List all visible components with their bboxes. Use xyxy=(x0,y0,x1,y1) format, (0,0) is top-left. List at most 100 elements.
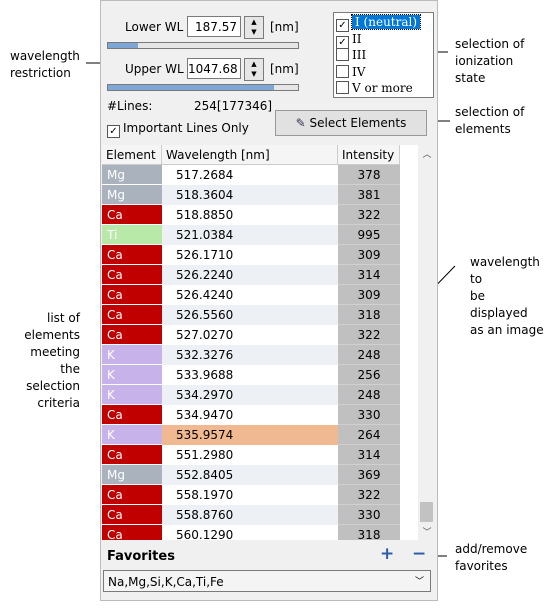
annotation-line: list of xyxy=(46,311,80,325)
add-favorite[interactable]: + xyxy=(380,544,395,564)
annotation-line: ionization state xyxy=(455,54,514,85)
lower-input[interactable]: 187.57 xyxy=(187,16,241,37)
wavelength-cell[interactable]: 560.1290 xyxy=(162,525,338,540)
lower-unit: [nm] xyxy=(270,20,299,34)
intensity-cell: 369 xyxy=(338,465,400,485)
annotation-line: selection of xyxy=(455,37,525,51)
annotation-line: restriction xyxy=(10,66,71,80)
element-cell: Ca xyxy=(102,265,162,285)
ionization-item[interactable]: ✓ II xyxy=(336,32,361,49)
upper-spinner[interactable]: ▲ ▼ xyxy=(244,58,264,81)
checkbox[interactable] xyxy=(336,64,349,78)
ionization-label: I (neutral) xyxy=(350,14,422,30)
ionization-item[interactable]: V or more xyxy=(336,81,413,96)
element-cell: Ca xyxy=(102,245,162,265)
intensity-cell: 318 xyxy=(338,305,400,325)
wavelength-cell[interactable]: 534.9470 xyxy=(162,405,338,425)
ionization-item[interactable]: ✓ I (neutral) xyxy=(336,14,422,32)
ionization-label: V or more xyxy=(352,81,413,95)
intensity-cell: 318 xyxy=(338,525,400,540)
checkbox[interactable]: ✓ xyxy=(336,35,349,49)
intensity-cell: 309 xyxy=(338,285,400,305)
wavelength-cell[interactable]: 527.0270 xyxy=(162,325,338,345)
intensity-cell: 322 xyxy=(338,485,400,505)
lines-value: 254[177346] xyxy=(194,99,273,113)
element-cell: Ca xyxy=(102,505,162,525)
annotation: list of elements meeting the selection crite… xyxy=(10,310,80,412)
annotation-line: favorites xyxy=(455,559,508,573)
important-checkbox[interactable]: ✓ Important Lines Only xyxy=(107,121,249,138)
ionization-list: ✓ I (neutral) ✓ II III IV V or more xyxy=(333,12,434,98)
wavelength-cell[interactable]: 518.8850 xyxy=(162,205,338,225)
ionization-label: III xyxy=(352,48,367,62)
lower-spinner[interactable]: ▲ ▼ xyxy=(244,16,264,39)
upper-label: Upper WL xyxy=(125,62,184,76)
intensity-cell: 264 xyxy=(338,425,400,445)
wavelength-cell[interactable]: 526.1710 xyxy=(162,245,338,265)
upper-slider[interactable] xyxy=(107,84,299,91)
wavelength-cell[interactable]: 517.2684 xyxy=(162,165,338,185)
intensity-cell: 322 xyxy=(338,205,400,225)
intensity-cell: 330 xyxy=(338,505,400,525)
lower-label: Lower WL xyxy=(125,20,184,34)
wavelength-cell[interactable]: 558.8760 xyxy=(162,505,338,525)
ionization-label: IV xyxy=(352,64,366,79)
intensity-cell: 378 xyxy=(338,165,400,185)
annotation-line: wavelength to xyxy=(470,255,540,286)
ionization-item[interactable]: III xyxy=(336,48,366,63)
wavelength-cell[interactable]: 533.9688 xyxy=(162,365,338,385)
select-elements-button[interactable]: ✎ Select Elements xyxy=(275,110,427,136)
checkbox[interactable]: ✓ xyxy=(336,19,349,32)
checkbox[interactable] xyxy=(336,48,349,61)
element-cell: K xyxy=(102,345,162,365)
checkbox[interactable] xyxy=(336,81,349,94)
annotation-line: as an image xyxy=(470,323,544,337)
wavelength-cell[interactable]: 535.9574 xyxy=(162,425,338,445)
intensity-cell: 322 xyxy=(338,325,400,345)
wavelength-cell[interactable]: 534.2970 xyxy=(162,385,338,405)
annotation: selection of elements xyxy=(455,104,530,138)
wavelength-cell[interactable]: 526.5560 xyxy=(162,305,338,325)
favorites-title: Favorites xyxy=(107,549,175,564)
wavelength-cell[interactable]: 552.8405 xyxy=(162,465,338,485)
button-label: Select Elements xyxy=(309,116,407,130)
element-cell: Ca xyxy=(102,405,162,425)
wavelength-cell[interactable]: 532.3276 xyxy=(162,345,338,365)
annotation-line: be displayed xyxy=(470,289,528,320)
wavelength-cell[interactable]: 521.0384 xyxy=(162,225,338,245)
wavelength-cell[interactable]: 551.2980 xyxy=(162,445,338,465)
column-header: Intensity xyxy=(338,145,400,165)
intensity-cell: 248 xyxy=(338,385,400,405)
element-cell: Ca xyxy=(102,485,162,505)
upper-input[interactable]: 1047.68 xyxy=(187,58,241,79)
element-cell: Ca xyxy=(102,325,162,345)
annotation: selection of ionization state xyxy=(455,36,530,87)
element-cell: Ca xyxy=(102,205,162,225)
wavelength-cell[interactable]: 526.4240 xyxy=(162,285,338,305)
element-cell: Mg xyxy=(102,165,162,185)
element-cell: Ca xyxy=(102,285,162,305)
annotation-line: elements xyxy=(24,328,80,342)
element-cell: Mg xyxy=(102,465,162,485)
element-cell: Ca xyxy=(102,525,162,540)
annotation-line: criteria xyxy=(37,396,80,410)
wavelength-cell[interactable]: 526.2240 xyxy=(162,265,338,285)
favorites-dropdown[interactable]: Na,Mg,Si,K,Ca,Ti,Fe ﹀ xyxy=(103,570,431,592)
ionization-item[interactable]: IV xyxy=(336,64,366,80)
favorites-selected: Na,Mg,Si,K,Ca,Ti,Fe xyxy=(108,575,224,589)
scrollbar[interactable]: ︿ ﹀ xyxy=(418,145,436,540)
remove-favorite[interactable]: − xyxy=(412,544,427,564)
element-cell: Mg xyxy=(102,185,162,205)
annotation-line: wavelength xyxy=(10,49,80,63)
element-cell: K xyxy=(102,425,162,445)
wavelength-cell[interactable]: 518.3604 xyxy=(162,185,338,205)
wavelength-cell[interactable]: 558.1970 xyxy=(162,485,338,505)
annotation-line: meeting the xyxy=(30,345,80,376)
element-cell: Ti xyxy=(102,225,162,245)
important-label: Important Lines Only xyxy=(123,121,249,135)
intensity-cell: 314 xyxy=(338,265,400,285)
annotation-line: add/remove xyxy=(455,542,528,556)
lower-slider[interactable] xyxy=(107,42,299,49)
column-header: Wavelength [nm] xyxy=(162,145,338,165)
